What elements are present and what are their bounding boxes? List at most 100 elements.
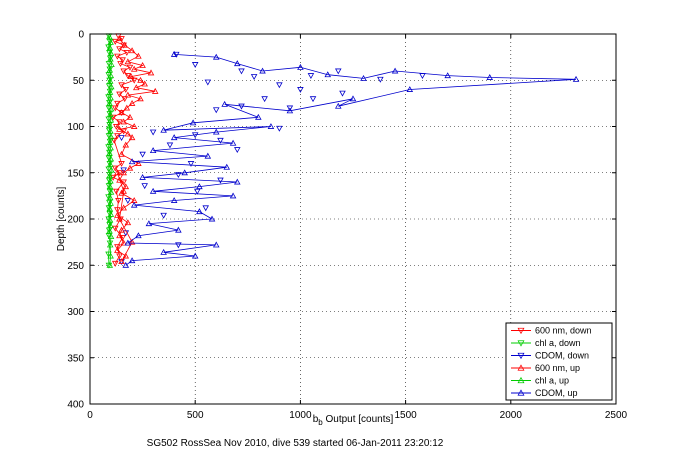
data-point	[116, 176, 123, 183]
x-axis-label-sub: b	[318, 418, 323, 427]
data-point	[130, 201, 138, 208]
x-tick-label: 0	[87, 410, 93, 421]
legend-label: 600 nm, up	[535, 363, 580, 373]
data-point	[234, 60, 241, 67]
legend-swatch-marker	[517, 364, 525, 371]
data-point	[106, 138, 114, 145]
data-point	[106, 111, 114, 117]
y-tick-label: 0	[78, 30, 84, 41]
data-point	[106, 222, 113, 228]
data-point	[111, 225, 119, 232]
y-tick-label: 200	[67, 215, 84, 226]
data-point	[135, 160, 142, 166]
data-point	[107, 72, 115, 79]
data-point	[181, 169, 188, 176]
data-point	[141, 80, 148, 87]
data-point	[108, 61, 115, 68]
x-tick-label: 500	[187, 410, 204, 421]
data-point	[116, 253, 123, 260]
data-point	[107, 144, 114, 151]
data-point	[123, 50, 131, 56]
data-point	[139, 173, 146, 180]
y-tick-label: 400	[67, 400, 84, 411]
data-point	[261, 96, 268, 103]
data-point	[114, 247, 121, 253]
data-point	[106, 194, 114, 201]
series-5	[122, 50, 580, 268]
data-point	[309, 96, 317, 103]
data-point	[121, 96, 128, 103]
data-point	[191, 252, 199, 259]
legend-swatch-marker	[517, 376, 525, 384]
data-point	[128, 238, 136, 245]
data-point	[124, 58, 132, 65]
data-point	[187, 161, 195, 167]
data-point	[118, 161, 125, 167]
data-point	[107, 222, 114, 228]
data-point	[107, 127, 114, 134]
data-point	[113, 124, 120, 130]
data-point	[204, 79, 212, 86]
data-point	[149, 187, 157, 194]
legend-swatch-marker	[517, 352, 525, 360]
data-point	[107, 252, 114, 259]
series-4	[106, 33, 115, 268]
x-tick-label: 2500	[605, 410, 628, 421]
data-point	[238, 68, 245, 75]
data-point	[149, 147, 157, 154]
data-point	[106, 99, 113, 106]
data-point	[130, 65, 138, 72]
legend-label: 600 nm, down	[535, 326, 592, 336]
data-point	[122, 87, 130, 93]
data-point	[191, 62, 199, 68]
data-point	[113, 188, 120, 195]
data-point	[107, 94, 114, 101]
data-point	[122, 252, 130, 259]
data-point	[204, 152, 212, 159]
data-point	[111, 260, 119, 267]
x-tick-label: 1500	[394, 410, 417, 421]
data-point	[118, 226, 125, 233]
data-point	[486, 74, 494, 80]
data-point	[126, 64, 134, 71]
data-point	[334, 68, 342, 75]
data-point	[120, 187, 127, 194]
data-point	[107, 55, 114, 62]
data-point	[212, 107, 220, 114]
legend-label: chl a, down	[535, 338, 581, 348]
data-point	[128, 47, 136, 54]
data-point	[107, 105, 115, 112]
data-point	[106, 172, 114, 179]
data-point	[114, 169, 121, 176]
data-point	[208, 215, 216, 222]
data-point	[149, 129, 157, 136]
data-point	[107, 50, 115, 56]
y-tick-label: 100	[67, 122, 84, 133]
data-point	[196, 208, 203, 215]
data-point	[116, 91, 123, 98]
data-point	[202, 205, 209, 212]
data-point	[572, 75, 580, 82]
data-point	[189, 119, 197, 126]
data-point	[118, 189, 125, 196]
data-point	[170, 50, 178, 57]
data-point	[234, 178, 241, 185]
data-point	[115, 198, 122, 204]
data-point	[107, 166, 115, 173]
data-point	[133, 84, 140, 91]
tick-layer: 0 500 1000 1500 2000 2500 0 50 100 150 200 250 300 35…	[67, 30, 627, 422]
data-point	[122, 141, 130, 148]
data-point	[106, 88, 114, 95]
data-point	[117, 61, 124, 68]
data-point	[106, 240, 114, 247]
data-point	[124, 91, 132, 98]
data-point	[116, 119, 123, 126]
data-point	[128, 257, 136, 264]
data-point	[111, 165, 119, 172]
data-point	[137, 76, 144, 83]
data-point	[120, 239, 127, 246]
legend-swatch-marker	[517, 389, 525, 396]
y-tick-label: 50	[73, 76, 85, 87]
y-tick-label: 300	[67, 307, 84, 318]
